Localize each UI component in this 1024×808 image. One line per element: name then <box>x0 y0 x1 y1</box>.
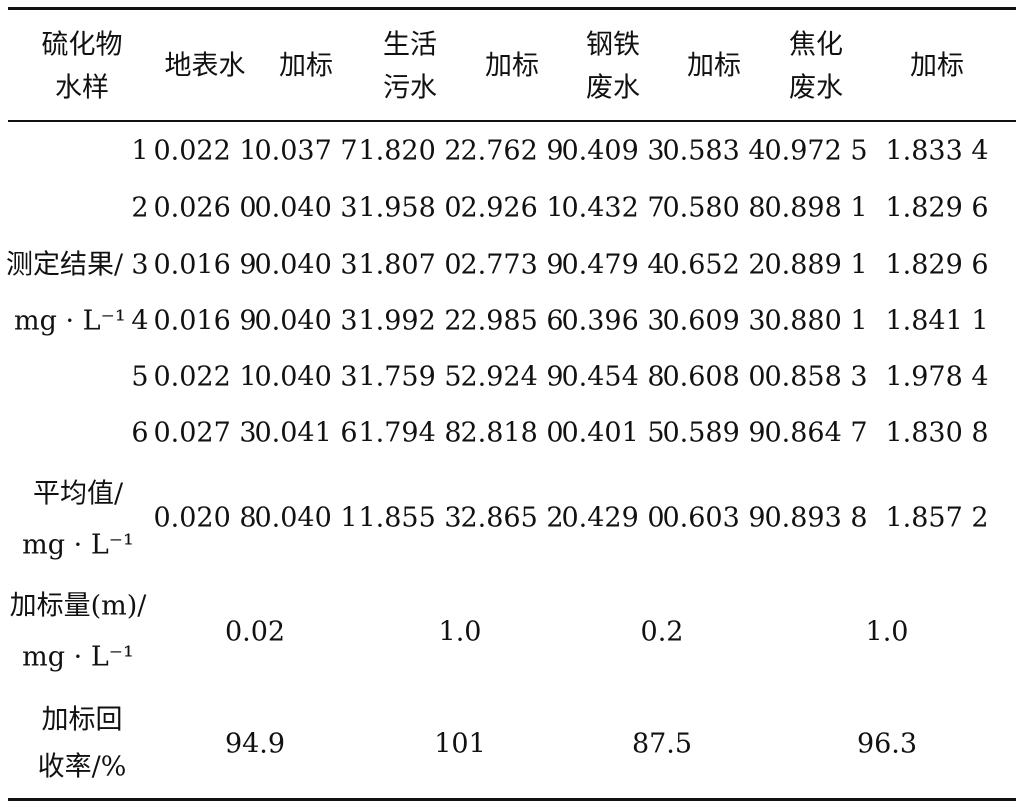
header-rule <box>8 120 1016 122</box>
table-cell: 94.9 <box>224 728 286 760</box>
table-cell: 0.589 9 <box>662 417 766 449</box>
top-rule <box>8 7 1016 10</box>
table-cell: 0.583 4 <box>662 135 766 167</box>
table-cell: 87.5 <box>631 728 693 760</box>
table-cell: 101 <box>434 728 486 760</box>
header-cell: 污水 <box>383 72 437 104</box>
table-cell: 0.580 8 <box>662 192 766 224</box>
sample-index: 1 <box>131 135 149 167</box>
table-cell: 1.830 8 <box>885 417 989 449</box>
table-cell: 0.040 3 <box>254 249 358 281</box>
table-cell: 0.040 3 <box>254 361 358 393</box>
table-cell: 0.040 3 <box>254 305 358 337</box>
sample-index: 5 <box>131 361 149 393</box>
table-cell: 0.409 3 <box>561 135 665 167</box>
table-cell: 0.603 9 <box>662 502 766 534</box>
table-cell: 0.609 3 <box>662 305 766 337</box>
table-cell: 1.992 2 <box>358 305 462 337</box>
table-cell: 1.0 <box>865 616 909 648</box>
table-cell: 0.016 9 <box>153 249 257 281</box>
table-cell: 1.833 4 <box>885 135 989 167</box>
table-cell: 2.818 0 <box>460 417 564 449</box>
row-label: 收率/% <box>37 751 127 783</box>
header-cell: 焦化 <box>789 29 843 61</box>
header-cell: 废水 <box>586 72 640 104</box>
header-cell: 硫化物 <box>41 29 123 61</box>
table-cell: 1.841 1 <box>885 305 989 337</box>
table-cell: 0.026 0 <box>153 192 257 224</box>
table-cell: 1.857 2 <box>885 502 989 534</box>
row-label: 加标量(m)/ <box>9 590 147 622</box>
table-cell: 0.898 1 <box>764 192 868 224</box>
bottom-rule <box>8 798 1016 801</box>
table-cell: 0.479 4 <box>561 249 665 281</box>
table-cell: 1.829 6 <box>885 249 989 281</box>
table-cell: 0.432 7 <box>561 192 665 224</box>
table-cell: 2.926 1 <box>460 192 564 224</box>
header-cell: 地表水 <box>164 50 246 82</box>
row-label: mg · L⁻¹ <box>14 305 126 337</box>
table-cell: 1.855 3 <box>358 502 462 534</box>
header-cell: 加标 <box>485 50 539 82</box>
table-cell: 96.3 <box>856 728 918 760</box>
table-cell: 0.880 1 <box>764 305 868 337</box>
table-cell: 0.037 7 <box>254 135 358 167</box>
table-cell: 0.041 6 <box>254 417 358 449</box>
table-cell: 0.022 1 <box>153 361 257 393</box>
row-label: 平均值/ <box>32 478 124 510</box>
row-label: 测定结果/ <box>6 249 124 281</box>
table-cell: 0.020 8 <box>153 502 257 534</box>
table-cell: 0.401 5 <box>561 417 665 449</box>
table-cell: 0.040 3 <box>254 192 358 224</box>
table-cell: 0.2 <box>640 616 684 648</box>
sample-index: 3 <box>131 249 149 281</box>
table-cell: 0.02 <box>224 616 286 648</box>
table-cell: 0.652 2 <box>662 249 766 281</box>
sample-index: 2 <box>131 192 149 224</box>
table-cell: 0.889 1 <box>764 249 868 281</box>
table-cell: 1.807 0 <box>358 249 462 281</box>
table-cell: 1.829 6 <box>885 192 989 224</box>
table-cell: 2.924 9 <box>460 361 564 393</box>
table-cell: 2.985 6 <box>460 305 564 337</box>
row-label: mg · L⁻¹ <box>22 641 134 673</box>
header-cell: 加标 <box>910 50 964 82</box>
table-cell: 0.858 3 <box>764 361 868 393</box>
row-label: mg · L⁻¹ <box>22 529 134 561</box>
header-cell: 生活 <box>383 29 437 61</box>
header-cell: 加标 <box>687 50 741 82</box>
table-cell: 2.762 9 <box>460 135 564 167</box>
sample-index: 4 <box>131 305 149 337</box>
header-cell: 加标 <box>279 50 333 82</box>
table-cell: 1.759 5 <box>358 361 462 393</box>
table-cell: 2.773 9 <box>460 249 564 281</box>
table-cell: 0.022 1 <box>153 135 257 167</box>
header-cell: 废水 <box>789 72 843 104</box>
table-cell: 1.820 2 <box>358 135 462 167</box>
table-cell: 1.0 <box>438 616 482 648</box>
table-cell: 2.865 2 <box>460 502 564 534</box>
table-cell: 0.040 1 <box>254 502 358 534</box>
table-cell: 1.978 4 <box>885 361 989 393</box>
table-cell: 0.608 0 <box>662 361 766 393</box>
table-cell: 0.027 3 <box>153 417 257 449</box>
header-cell: 水样 <box>55 72 109 104</box>
table-cell: 0.016 9 <box>153 305 257 337</box>
table-cell: 0.454 8 <box>561 361 665 393</box>
table-cell: 0.972 5 <box>764 135 868 167</box>
table-cell: 1.958 0 <box>358 192 462 224</box>
table-cell: 0.864 7 <box>764 417 868 449</box>
table-cell: 0.893 8 <box>764 502 868 534</box>
row-label: 加标回 <box>41 704 123 736</box>
table-cell: 1.794 8 <box>358 417 462 449</box>
sample-index: 6 <box>131 417 149 449</box>
table-cell: 0.396 3 <box>561 305 665 337</box>
table-cell: 0.429 0 <box>561 502 665 534</box>
header-cell: 钢铁 <box>586 29 640 61</box>
